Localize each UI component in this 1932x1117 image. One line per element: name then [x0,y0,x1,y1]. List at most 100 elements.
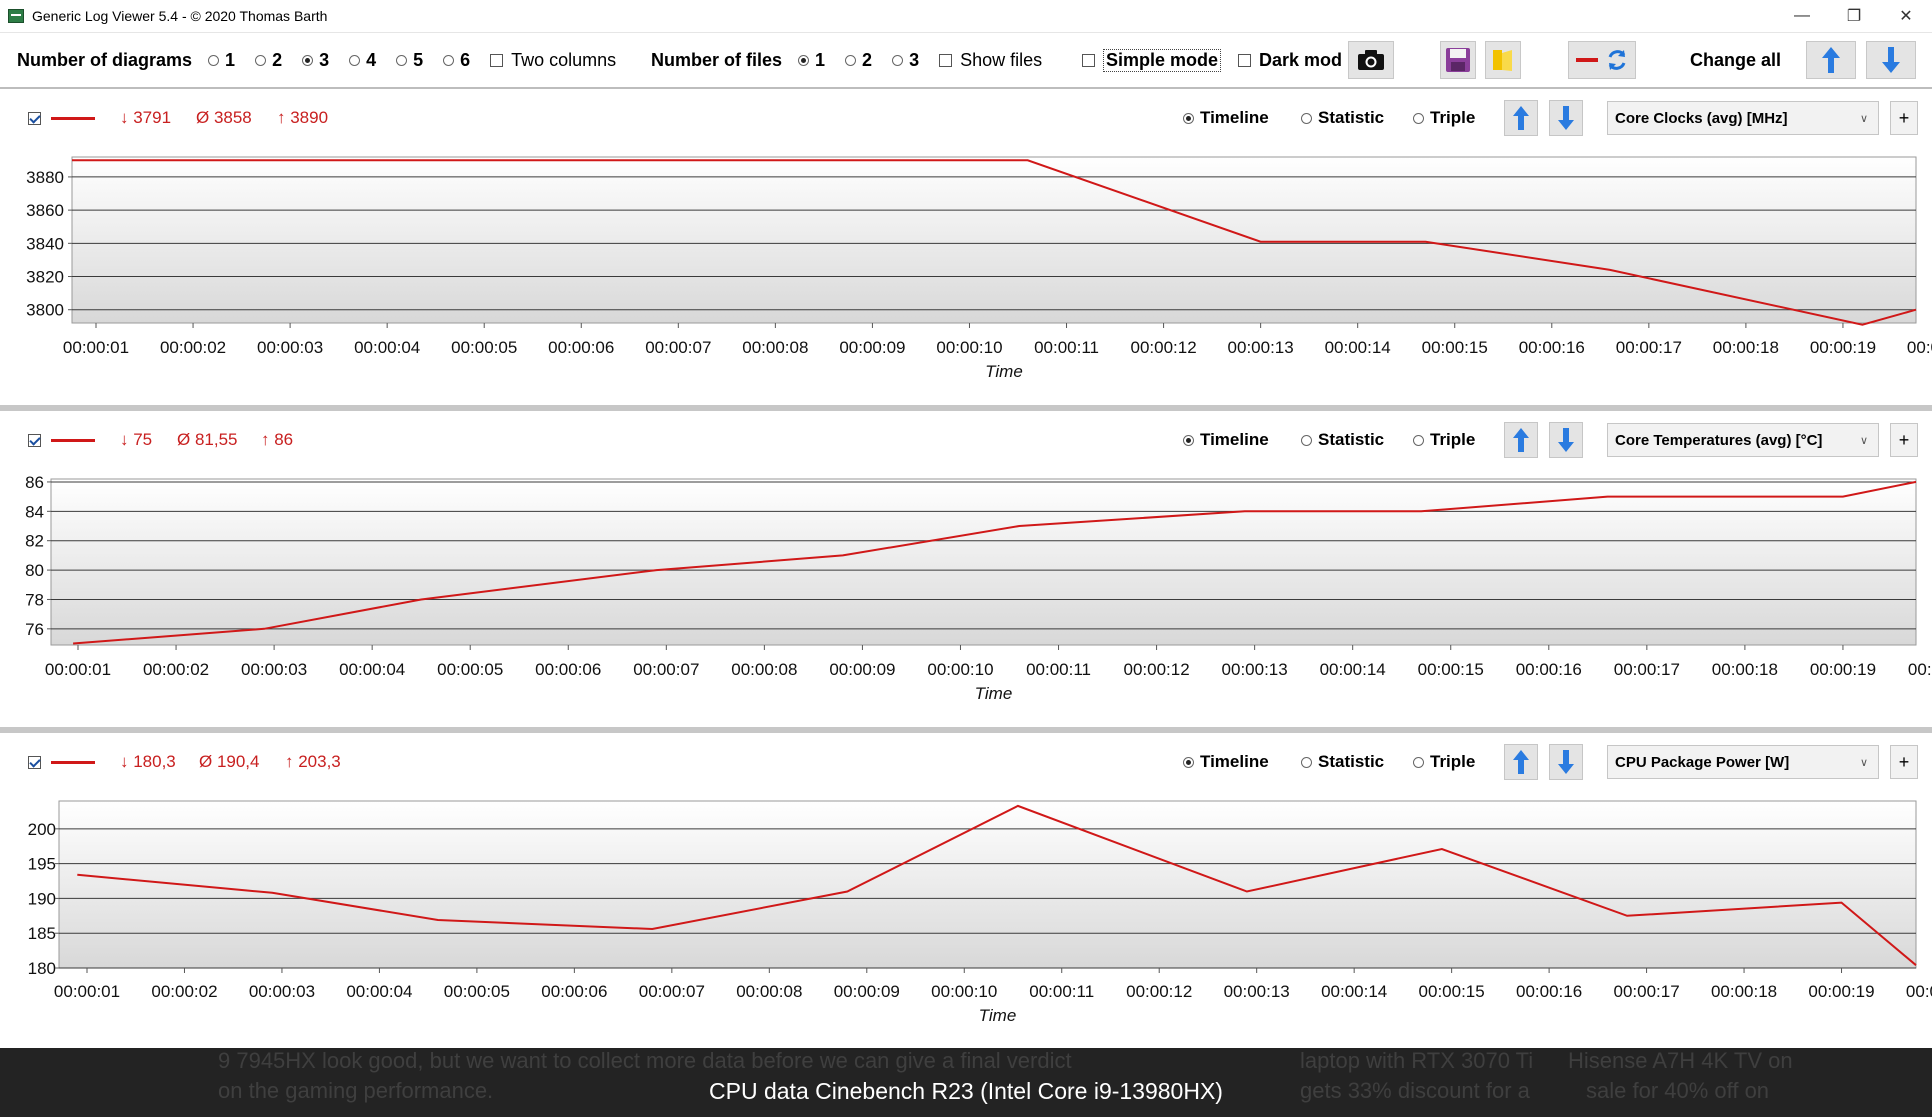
x-tick-label: 00:00:15 [1422,338,1488,357]
image-caption: CPU data Cinebench R23 (Intel Core i9-13… [709,1078,1223,1104]
y-tick-label: 185 [28,924,56,943]
mode-timeline-radio[interactable]: Timeline [1183,411,1269,469]
metric-select[interactable]: Core Temperatures (avg) [°C] ∨ [1607,423,1879,457]
mode-triple-radio[interactable]: Triple [1413,733,1475,791]
simple-mode-checkbox[interactable]: Simple mode [1082,33,1222,87]
x-tick-label: 00:00:05 [437,660,503,679]
arrow-up-icon [1513,106,1529,130]
close-button[interactable]: ✕ [1899,8,1913,25]
panel-separator [0,727,1932,733]
radio-icon [1413,112,1424,124]
show-series-checkbox[interactable] [28,755,41,769]
files-radio-2[interactable]: 2 [845,50,872,71]
radio-icon [845,54,857,66]
series-legend-line [51,760,95,764]
x-tick-label: 00:00:08 [736,982,802,1001]
x-tick-label: 00:00:12 [1126,982,1192,1001]
mode-statistic-radio[interactable]: Statistic [1301,411,1384,469]
save-button[interactable] [1440,41,1476,79]
x-tick-label: 00:00:05 [444,982,510,1001]
move-down-button[interactable] [1549,100,1583,136]
chart-plot: 180 185 190 195 200 00:00:01 00:00:02 00:00:03 0… [28,800,1932,1025]
move-down-button[interactable] [1549,744,1583,780]
y-tick-label: 190 [28,889,56,908]
minimize-button[interactable]: — [1794,7,1810,24]
diagrams-radio-1[interactable]: 1 [208,50,235,71]
radio-icon [443,54,455,66]
show-series-checkbox[interactable] [28,111,41,125]
x-tick-label: 00:00:06 [535,660,601,679]
show-series-checkbox[interactable] [28,433,41,447]
mode-timeline-radio[interactable]: Timeline [1183,733,1269,791]
metric-select[interactable]: CPU Package Power [W] ∨ [1607,745,1879,779]
x-tick-label: 00:00:04 [346,982,412,1001]
move-up-button[interactable] [1504,422,1538,458]
radio-icon [1301,434,1312,446]
x-tick-label: 00:00:03 [241,660,307,679]
x-tick-label: 00:00:16 [1519,338,1585,357]
radio-icon [396,54,408,66]
mode-timeline-radio[interactable]: Timeline [1183,89,1269,147]
radio-icon [1413,756,1424,768]
mode-statistic-radio[interactable]: Statistic [1301,733,1384,791]
screenshot-button[interactable] [1348,41,1394,79]
y-tick-label: 180 [28,959,56,978]
x-tick-label: 00:00:14 [1325,338,1391,357]
series-legend-line [51,116,95,120]
x-tick-label: 00:00:08 [742,338,808,357]
files-radio-1[interactable]: 1 [798,50,825,71]
mode-triple-radio[interactable]: Triple [1413,411,1475,469]
dark-mode-checkbox[interactable]: Dark mod [1238,33,1342,87]
move-down-button[interactable] [1549,422,1583,458]
add-series-button[interactable]: + [1890,101,1918,135]
series-legend-line [51,438,95,442]
checkbox-icon [1238,53,1251,67]
move-up-button[interactable] [1504,100,1538,136]
article-text: Hisense A7H 4K TV on [1568,1048,1793,1073]
checkbox-icon [490,53,504,67]
add-series-button[interactable]: + [1890,745,1918,779]
line-color-button[interactable] [1568,41,1636,79]
add-series-button[interactable]: + [1890,423,1918,457]
x-tick-label: 00:00:18 [1711,982,1777,1001]
files-radio-3[interactable]: 3 [892,50,919,71]
metric-select[interactable]: Core Clocks (avg) [MHz] ∨ [1607,101,1879,135]
chart-plot: 76 78 80 82 84 86 00:00:01 00:00:02 00:00:03 00:0… [25,473,1932,703]
checkbox-icon [939,53,953,67]
radio-selected-icon [1183,434,1194,446]
diagrams-group: Number of diagrams 1 2 3 4 5 6 Two colum… [17,33,636,87]
mode-triple-radio[interactable]: Triple [1413,89,1475,147]
open-folder-button[interactable] [1485,41,1521,79]
two-columns-checkbox[interactable]: Two columns [490,50,616,71]
diagrams-radio-2[interactable]: 2 [255,50,282,71]
y-tick-label: 82 [25,532,44,551]
x-axis-label: Time [985,362,1023,381]
x-tick-label: 00:00:12 [1123,660,1189,679]
x-tick-label: 00:00:20 [1907,338,1932,357]
diagrams-radio-3[interactable]: 3 [302,50,329,71]
x-tick-label: 00:00:02 [160,338,226,357]
move-up-button[interactable] [1504,744,1538,780]
y-tick-label: 3820 [26,268,64,287]
diagrams-radio-6[interactable]: 6 [443,50,470,71]
simple-mode-label: Simple mode [1103,48,1222,72]
x-tick-label: 00:00:17 [1613,982,1679,1001]
min-value: ↓ 180,3 [120,752,176,771]
restore-button[interactable]: ❐ [1846,8,1862,25]
diagram-panel-1: ↓ 3791 Ø 3858 ↑ 3890 Timeline Statistic … [0,89,1932,405]
y-tick-label: 3860 [26,201,64,220]
move-up-all-button[interactable] [1806,41,1856,79]
y-tick-label: 78 [25,590,44,609]
article-text: 9 7945HX look good, but we want to colle… [218,1048,1072,1073]
x-tick-label: 00:00:02 [143,660,209,679]
x-tick-label: 00:00:02 [151,982,217,1001]
diagrams-radio-4[interactable]: 4 [349,50,376,71]
chevron-down-icon: ∨ [1859,757,1868,769]
x-tick-label: 00:00:18 [1712,660,1778,679]
move-down-all-button[interactable] [1866,41,1916,79]
diagrams-radio-5[interactable]: 5 [396,50,423,71]
x-tick-label: 00:00:10 [936,338,1002,357]
y-tick-label: 3840 [26,234,64,253]
show-files-checkbox[interactable]: Show files [939,50,1042,71]
mode-statistic-radio[interactable]: Statistic [1301,89,1384,147]
